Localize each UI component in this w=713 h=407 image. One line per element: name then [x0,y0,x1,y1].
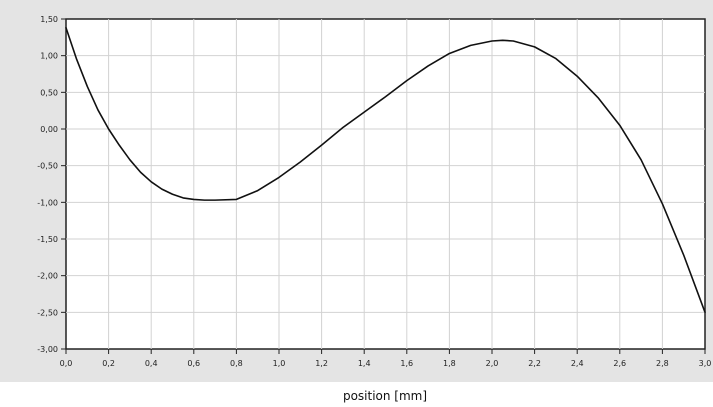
x-tick-label: 1,6 [400,359,413,368]
x-tick-label: 1,2 [315,359,328,368]
x-tick-label: 1,4 [358,359,371,368]
grid [66,19,705,349]
y-tick-label: 0,00 [40,125,58,134]
x-tick-label: 0,0 [60,359,73,368]
x-tick-label: 0,6 [187,359,200,368]
x-tick-label: 3,0 [699,359,712,368]
x-tick-label: 1,8 [443,359,456,368]
y-tick-label: -1,00 [37,198,58,207]
y-tick-label: 1,00 [40,52,58,61]
x-tick-label: 0,2 [102,359,115,368]
plot-lines [65,26,706,314]
x-tick-label: 2,2 [528,359,541,368]
y-tick-label: -0,50 [37,162,58,171]
y-tick-label: -2,00 [37,272,58,281]
y-tick-label: -3,00 [37,345,58,354]
series-line [65,26,706,314]
x-tick-label: 2,8 [656,359,669,368]
x-tick-label: 0,8 [230,359,243,368]
x-tick-label: 2,0 [486,359,499,368]
x-tick-label: 0,4 [145,359,158,368]
x-tick-label: 2,6 [613,359,626,368]
axis-ticks: 0,0 0,2 0,4 0,6 0,8 1,0 1,2 1,4 1,6 1,8 2,0 2,2 2,4 2… [37,15,711,368]
y-tick-label: -1,50 [37,235,58,244]
x-tick-label: 1,0 [273,359,286,368]
y-tick-label: 1,50 [40,15,58,24]
x-axis-title: position [mm] [343,389,427,403]
plot-area [65,18,706,350]
x-tick-label: 2,4 [571,359,584,368]
y-tick-label: -2,50 [37,308,58,317]
y-tick-label: 0,50 [40,88,58,97]
